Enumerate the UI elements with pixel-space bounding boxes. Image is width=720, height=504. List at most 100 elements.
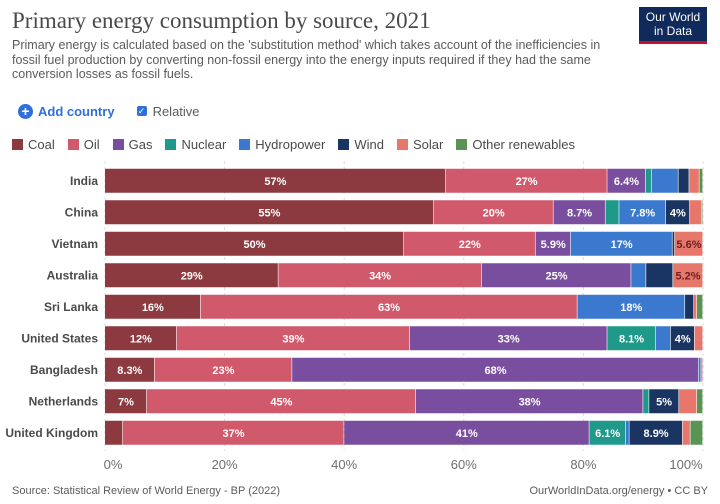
bar-segment-oil[interactable] [176, 326, 410, 351]
legend-item-coal[interactable]: Coal [12, 137, 55, 152]
bar-segment-gas[interactable] [292, 357, 699, 382]
legend-item-wind[interactable]: Wind [338, 137, 384, 152]
data-label: 4% [675, 333, 691, 345]
bar-segment-nuclear[interactable] [607, 326, 656, 351]
bar-segment-solar[interactable] [673, 263, 703, 288]
bar-segment-solar[interactable] [689, 168, 699, 193]
bar-segment-wind[interactable] [665, 200, 690, 225]
bar-segment-other-renewables[interactable] [697, 389, 703, 414]
bar-segment-coal[interactable] [105, 294, 201, 319]
bar-segment-nuclear[interactable] [643, 389, 649, 414]
bar-segment-other-renewables[interactable] [699, 168, 703, 193]
bar-segment-solar[interactable] [694, 294, 697, 319]
bar-segment-gas[interactable] [607, 168, 645, 193]
bar-segment-solar[interactable] [679, 389, 697, 414]
bar-segment-hydropower[interactable] [577, 294, 685, 319]
add-country-button[interactable]: + Add country [18, 103, 115, 119]
bar-segment-other-renewables[interactable] [697, 294, 703, 319]
bar-segment-hydropower[interactable] [655, 326, 671, 351]
bar-segment-hydropower[interactable] [631, 263, 646, 288]
bar-segment-other-renewables[interactable] [690, 420, 703, 445]
bar-segment-nuclear[interactable] [645, 168, 651, 193]
data-label: 8.1% [619, 333, 644, 345]
credit-link[interactable]: OurWorldInData.org/energy • CC BY [529, 485, 709, 497]
legend-item-gas[interactable]: Gas [112, 137, 152, 152]
bar-segment-coal[interactable] [105, 357, 155, 382]
legend-item-solar[interactable]: Solar [397, 137, 443, 152]
bar-segment-oil[interactable] [122, 420, 344, 445]
bar-segment-solar[interactable] [694, 326, 703, 351]
bar-segment-nuclear[interactable] [589, 420, 626, 445]
legend-label: Wind [354, 137, 384, 152]
bar-segment-hydropower[interactable] [570, 231, 672, 256]
legend-label: Other renewables [472, 137, 575, 152]
bar-segment-hydropower[interactable] [625, 420, 629, 445]
category-label: United States [21, 331, 98, 345]
bar-segment-gas[interactable] [535, 231, 571, 256]
legend-item-hydropower[interactable]: Hydropower [239, 137, 325, 152]
logo-line-2: in Data [653, 24, 693, 38]
bar-segment-coal[interactable] [105, 389, 147, 414]
data-label: 25% [545, 270, 567, 282]
data-label: 12% [130, 333, 152, 345]
bar-segment-gas[interactable] [481, 263, 631, 288]
bar-segment-solar[interactable] [689, 200, 702, 225]
bar-segment-oil[interactable] [278, 263, 482, 288]
legend-item-nuclear[interactable]: Nuclear [165, 137, 226, 152]
data-label: 33% [498, 333, 520, 345]
bar-segment-oil[interactable] [404, 231, 535, 256]
bar-segment-hydropower[interactable] [619, 200, 666, 225]
bar-segment-gas[interactable] [409, 326, 607, 351]
bar-segment-oil[interactable] [154, 357, 292, 382]
data-label: 50% [243, 239, 265, 251]
category-label: United Kingdom [5, 426, 98, 440]
legend-label: Oil [83, 137, 100, 152]
bar-segment-coal[interactable] [105, 168, 446, 193]
bar-segment-coal[interactable] [105, 200, 434, 225]
data-label: 7% [118, 396, 134, 408]
data-label: 27% [516, 176, 538, 188]
relative-toggle[interactable]: ✓ Relative [136, 104, 200, 119]
data-label: 41% [456, 428, 478, 440]
bar-segment-solar[interactable] [682, 420, 690, 445]
bar-segment-wind[interactable] [678, 168, 689, 193]
bar-segment-other-renewables[interactable] [701, 200, 703, 225]
bar-segment-coal[interactable] [105, 263, 278, 288]
bar-segment-solar[interactable] [674, 231, 703, 256]
data-label: 45% [270, 396, 292, 408]
bar-segment-gas[interactable] [344, 420, 589, 445]
bar-segment-oil[interactable] [445, 168, 607, 193]
legend-label: Coal [28, 137, 55, 152]
bar-segment-wind[interactable] [685, 294, 694, 319]
bar-segment-hydropower[interactable] [698, 357, 701, 382]
bar-segment-gas[interactable] [415, 389, 643, 414]
bar-segment-oil[interactable] [200, 294, 577, 319]
legend-label: Nuclear [181, 137, 227, 152]
checkbox-checked-icon[interactable]: ✓ [136, 106, 147, 116]
category-label: Australia [47, 268, 99, 282]
bar-segment-oil[interactable] [433, 200, 553, 225]
bar-segment-oil[interactable] [146, 389, 416, 414]
bar-segment-nuclear[interactable] [605, 200, 619, 225]
data-label: 5% [656, 396, 672, 408]
bar-segment-wind[interactable] [670, 326, 695, 351]
data-label: 6.4% [614, 176, 639, 188]
bar-segment-coal[interactable] [105, 326, 177, 351]
legend-swatch [239, 139, 251, 150]
bar-segment-coal[interactable] [105, 231, 404, 256]
bar-segment-wind[interactable] [672, 231, 675, 256]
legend-item-oil[interactable]: Oil [67, 137, 100, 152]
bar-segment-wind[interactable] [649, 389, 679, 414]
bar-segment-coal[interactable] [105, 420, 123, 445]
x-tick-label: 20% [212, 457, 238, 472]
bar-segment-gas[interactable] [553, 200, 605, 225]
bar-segment-solar[interactable] [701, 357, 703, 382]
bar-segment-wind[interactable] [646, 263, 673, 288]
bar-segment-hydropower[interactable] [651, 168, 678, 193]
owid-logo[interactable]: Our World in Data [639, 7, 707, 44]
category-label: China [65, 205, 99, 219]
legend-item-other-renewables[interactable]: Other renewables [456, 137, 575, 152]
data-label: 5.2% [676, 270, 701, 282]
bar-segment-wind[interactable] [629, 420, 683, 445]
